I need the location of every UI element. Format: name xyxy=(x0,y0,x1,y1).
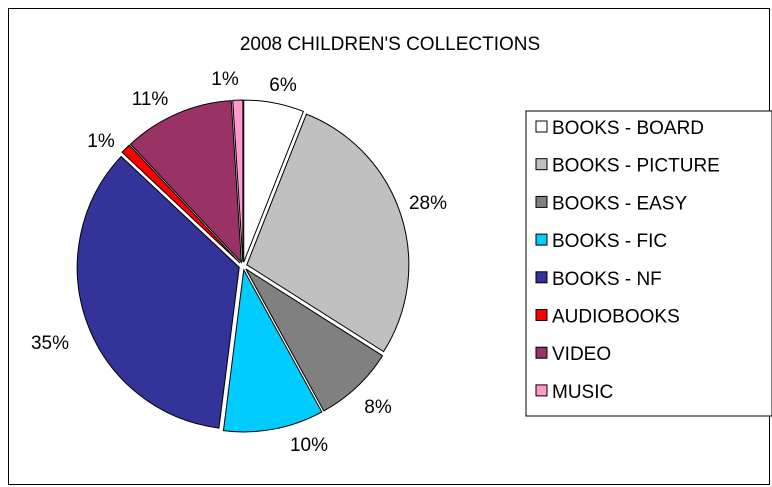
legend-box xyxy=(525,110,772,417)
legend-swatch xyxy=(535,346,548,359)
legend-label: BOOKS - BOARD xyxy=(552,118,704,139)
pie-slices xyxy=(76,99,410,433)
pie-value-label: 10% xyxy=(290,435,328,456)
pie-value-label: 1% xyxy=(87,131,115,152)
pie-slice-books-picture xyxy=(246,113,410,353)
pie-slice-books-easy xyxy=(245,268,384,412)
pie-value-label: 1% xyxy=(211,69,239,90)
pie-slice-video xyxy=(129,100,242,264)
pie-value-label: 35% xyxy=(31,333,69,354)
legend-swatch xyxy=(535,120,548,133)
chart-title: 2008 CHILDREN'S COLLECTIONS xyxy=(240,34,540,55)
legend-label: MUSIC xyxy=(552,382,613,403)
legend-swatch xyxy=(535,233,548,246)
legend-label: VIDEO xyxy=(552,344,611,365)
legend-swatch xyxy=(535,195,548,208)
pie-value-labels: 6% 28% 8% 10% 35% 1% 11% 1% xyxy=(31,69,447,456)
legend-label: BOOKS - NF xyxy=(552,269,662,290)
pie-slice-books-nf xyxy=(76,155,240,429)
pie-value-label: 8% xyxy=(364,397,392,418)
legend-label: AUDIOBOOKS xyxy=(552,307,680,328)
legend-items: BOOKS - BOARD BOOKS - PICTURE BOOKS - EASY… xyxy=(535,118,720,403)
legend-label: BOOKS - PICTURE xyxy=(552,156,720,177)
pie-slice-audiobooks xyxy=(121,144,241,264)
pie-value-label: 6% xyxy=(269,75,297,96)
legend-swatch xyxy=(535,271,548,284)
pie-slice-books-fic xyxy=(222,268,323,433)
legend: BOOKS - BOARD BOOKS - PICTURE BOOKS - EASY… xyxy=(525,110,772,417)
pie-value-label: 28% xyxy=(409,193,447,214)
pie-slice-books-board xyxy=(243,99,305,263)
pie-value-label: 11% xyxy=(132,89,169,110)
legend-swatch xyxy=(535,158,548,171)
legend-label: BOOKS - FIC xyxy=(552,231,667,252)
pie-slice-music xyxy=(232,99,244,263)
legend-swatch xyxy=(535,384,548,397)
legend-label: BOOKS - EASY xyxy=(552,193,687,214)
legend-swatch xyxy=(535,309,548,321)
